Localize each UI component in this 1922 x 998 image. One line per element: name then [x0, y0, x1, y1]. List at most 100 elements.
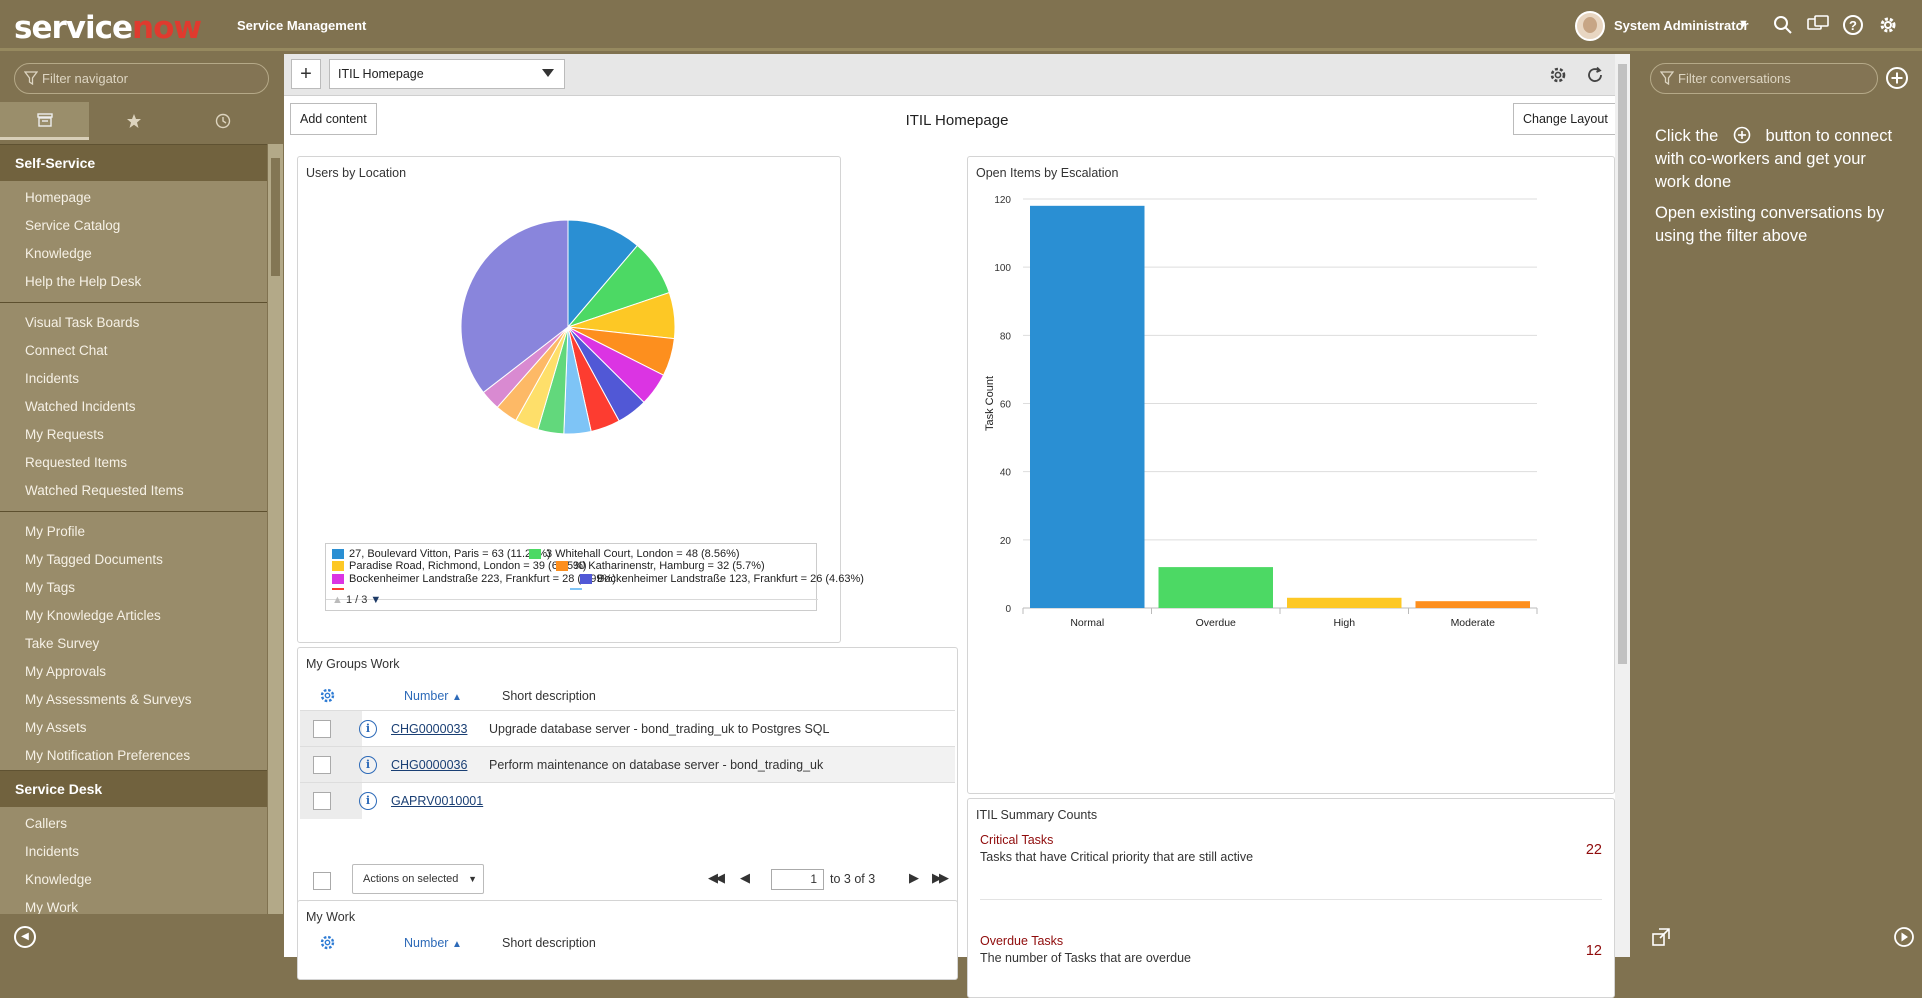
summary-item-critical-tasks[interactable]: Critical Tasks Tasks that have Critical …: [968, 833, 1614, 929]
legend-item[interactable]: Paradise Road, Richmond, London = 39 (6.…: [332, 560, 587, 572]
next-page-icon[interactable]: ▶: [909, 870, 919, 885]
scrollbar-thumb[interactable]: [1618, 64, 1627, 664]
nav-section-service-desk[interactable]: Service Desk: [0, 770, 267, 807]
legend-item[interactable]: 30 Katharinenstr, Hamburg = 32 (5.7%): [556, 560, 765, 572]
legend-prev-icon[interactable]: ▲: [332, 594, 343, 606]
row-checkbox[interactable]: [313, 720, 331, 738]
scrollbar-thumb[interactable]: [271, 158, 280, 276]
summary-item-overdue-tasks[interactable]: Overdue Tasks The number of Tasks that a…: [968, 934, 1614, 974]
settings-gear-icon[interactable]: [1876, 13, 1900, 37]
nav-item-watched-incidents[interactable]: Watched Incidents: [25, 399, 136, 414]
chevron-down-icon[interactable]: ▼: [1738, 18, 1749, 30]
legend-item[interactable]: Bockenheimer Landstraße 123, Frankfurt =…: [580, 573, 864, 585]
table-row[interactable]: i GAPRV0010001: [300, 782, 955, 819]
collapse-sidebar-icon[interactable]: [1893, 926, 1915, 948]
nav-item-callers[interactable]: Callers: [25, 816, 68, 831]
summary-item-count[interactable]: 12: [1585, 943, 1602, 959]
list-settings-gear-icon[interactable]: [319, 687, 336, 704]
last-page-icon[interactable]: ▶▶: [932, 870, 949, 885]
page-number-input[interactable]: 1: [771, 869, 824, 890]
nav-item-my-work[interactable]: My Work: [25, 900, 78, 914]
filter-conversations-input[interactable]: Filter conversations: [1650, 63, 1878, 94]
nav-item-my-knowledge-articles[interactable]: My Knowledge Articles: [25, 608, 161, 623]
info-icon[interactable]: i: [359, 720, 377, 738]
nav-item-my-assessments-surveys[interactable]: My Assessments & Surveys: [25, 692, 192, 707]
new-homepage-button[interactable]: +: [291, 59, 321, 89]
pop-out-icon[interactable]: [1651, 927, 1671, 947]
bar-moderate[interactable]: [1415, 601, 1531, 608]
nav-item-incidents[interactable]: Incidents: [25, 844, 80, 859]
nav-item-my-assets[interactable]: My Assets: [25, 720, 87, 735]
legend-item[interactable]: 3 Whitehall Court, London = 48 (8.56%): [529, 548, 740, 560]
nav-item-my-approvals[interactable]: My Approvals: [25, 664, 107, 679]
nav-item-incidents[interactable]: Incidents: [25, 371, 80, 386]
row-checkbox[interactable]: [313, 792, 331, 810]
nav-item-my-tags[interactable]: My Tags: [25, 580, 76, 595]
tab-all-apps[interactable]: [0, 102, 89, 140]
nav-item-my-profile[interactable]: My Profile: [25, 524, 86, 539]
row-checkbox[interactable]: [313, 756, 331, 774]
user-name-menu[interactable]: System Administrator: [1614, 18, 1749, 33]
info-icon[interactable]: i: [359, 792, 377, 810]
bar-overdue[interactable]: [1158, 567, 1274, 608]
tab-favorites[interactable]: [89, 102, 178, 140]
nav-item-service-catalog[interactable]: Service Catalog: [25, 218, 121, 233]
column-short-description[interactable]: Short description: [502, 689, 596, 703]
table-row[interactable]: i CHG0000036 Perform maintenance on databa…: [300, 746, 955, 783]
refresh-icon[interactable]: [1583, 63, 1607, 87]
nav-item-my-notification-preferences[interactable]: My Notification Preferences: [25, 748, 191, 763]
filter-navigator-input[interactable]: Filter navigator: [14, 63, 269, 94]
avatar[interactable]: [1575, 11, 1605, 41]
navigator-scrollbar[interactable]: [268, 144, 283, 914]
info-icon[interactable]: i: [359, 756, 377, 774]
summary-item-title[interactable]: Critical Tasks: [980, 833, 1054, 847]
nav-item-visual-task-boards[interactable]: Visual Task Boards: [25, 315, 140, 330]
previous-page-icon[interactable]: ◀: [740, 870, 750, 885]
settings-gear-icon[interactable]: [1546, 63, 1570, 87]
nav-item-my-tagged-documents[interactable]: My Tagged Documents: [25, 552, 163, 567]
nav-item-watched-requested-items[interactable]: Watched Requested Items: [25, 483, 184, 498]
nav-item-homepage[interactable]: Homepage: [25, 190, 92, 205]
nav-item-requested-items[interactable]: Requested Items: [25, 455, 128, 470]
servicenow-logo[interactable]: servicenow: [14, 10, 202, 46]
nav-item-take-survey[interactable]: Take Survey: [25, 636, 100, 651]
summary-item-count[interactable]: 22: [1585, 842, 1602, 858]
change-layout-button[interactable]: Change Layout: [1513, 103, 1618, 135]
nav-item-knowledge[interactable]: Knowledge: [25, 872, 92, 887]
column-number[interactable]: Number ▲: [404, 689, 462, 703]
nav-item-knowledge[interactable]: Knowledge: [25, 246, 92, 261]
record-number-link[interactable]: CHG0000033: [391, 722, 468, 736]
record-number-link[interactable]: CHG0000036: [391, 758, 468, 772]
chat-icon[interactable]: [1806, 13, 1830, 37]
homepage-select[interactable]: ITIL Homepage: [329, 59, 565, 89]
summary-item-title[interactable]: Overdue Tasks: [980, 934, 1064, 948]
help-icon[interactable]: ?: [1841, 13, 1865, 37]
nav-item-help-the-help-desk[interactable]: Help the Help Desk: [25, 274, 142, 289]
list-settings-gear-icon[interactable]: [319, 934, 336, 951]
legend-next-icon[interactable]: ▼: [370, 594, 382, 606]
add-conversation-icon[interactable]: [1883, 64, 1911, 92]
actions-on-selected-rows-select[interactable]: Actions on selected rows... ▼: [352, 864, 484, 913]
pie-slice[interactable]: [567, 219, 639, 329]
column-number[interactable]: Number ▲: [404, 936, 462, 950]
column-short-description[interactable]: Short description: [502, 936, 596, 950]
tab-history[interactable]: [178, 102, 267, 140]
bar-high[interactable]: [1287, 597, 1402, 608]
pie-slice[interactable]: [460, 219, 569, 394]
table-row[interactable]: i CHG0000033 Upgrade database server - bon…: [300, 710, 955, 747]
y-tick-label: 100: [994, 263, 1011, 274]
collapse-navigator-icon[interactable]: ◀: [14, 926, 36, 948]
main-scrollbar[interactable]: [1615, 54, 1630, 957]
bar-normal[interactable]: [1030, 205, 1145, 609]
nav-section-self-service[interactable]: Self-Service: [0, 144, 267, 181]
app-title: Service Management: [237, 18, 367, 33]
select-all-checkbox[interactable]: [313, 872, 331, 890]
legend-item[interactable]: Bockenheimer Landstraße 223, Frankfurt =…: [332, 573, 616, 585]
record-number-link[interactable]: GAPRV0010001: [391, 794, 484, 808]
search-icon[interactable]: [1771, 13, 1795, 37]
first-page-icon[interactable]: ◀◀: [708, 870, 725, 885]
add-content-button[interactable]: Add content: [290, 103, 377, 135]
nav-item-my-requests[interactable]: My Requests: [25, 427, 104, 442]
legend-item[interactable]: 27, Boulevard Vitton, Paris = 63 (11.23%…: [332, 548, 551, 560]
nav-item-connect-chat[interactable]: Connect Chat: [25, 343, 108, 358]
